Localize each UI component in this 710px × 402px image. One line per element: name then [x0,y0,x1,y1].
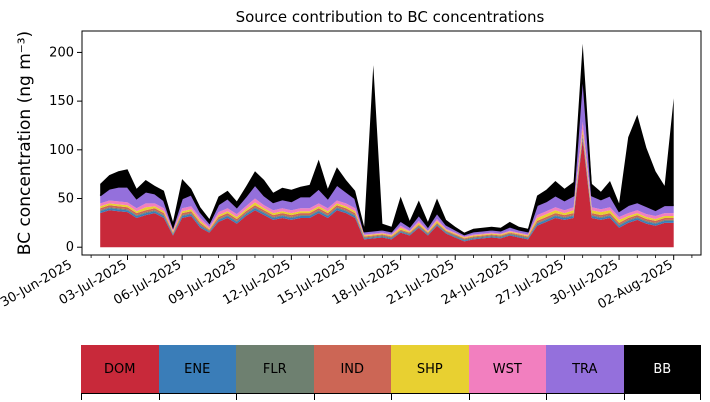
legend-dom: DOM [81,345,159,400]
y-tick-label: 0 [66,240,74,255]
x-axis: 30-Jun-202503-Jul-202506-Jul-202509-Jul-… [0,255,693,313]
bc-stacked-area-chart: Source contribution to BC concentrations… [0,8,702,313]
non-bb-outline [99,72,674,236]
y-axis-label: BC concentration (ng m⁻³) [15,31,35,255]
legend-wst: WST [468,345,546,400]
plot-frame [81,30,702,256]
y-tick-label: 50 [57,192,74,207]
area-dom [100,140,674,248]
y-tick-label: 100 [49,143,74,158]
y-tick-label: 150 [49,94,74,109]
legend-ene: ENE [158,345,236,400]
legend-flr: FLR [236,345,314,400]
area-wst [100,121,674,238]
area-layers [100,43,674,248]
y-axis: 0 50 100 150 200 [49,45,82,255]
source-colorbar-legend: DOM ENE FLR IND SHP WST TRA BB [81,345,701,400]
legend-ind: IND [313,345,391,400]
legend-shp: SHP [391,345,469,400]
legend-bb: BB [623,345,701,400]
y-tick-label: 200 [49,45,74,60]
chart-title: Source contribution to BC concentrations [236,8,545,26]
total-outline [99,72,674,236]
legend-tra: TRA [546,345,624,400]
